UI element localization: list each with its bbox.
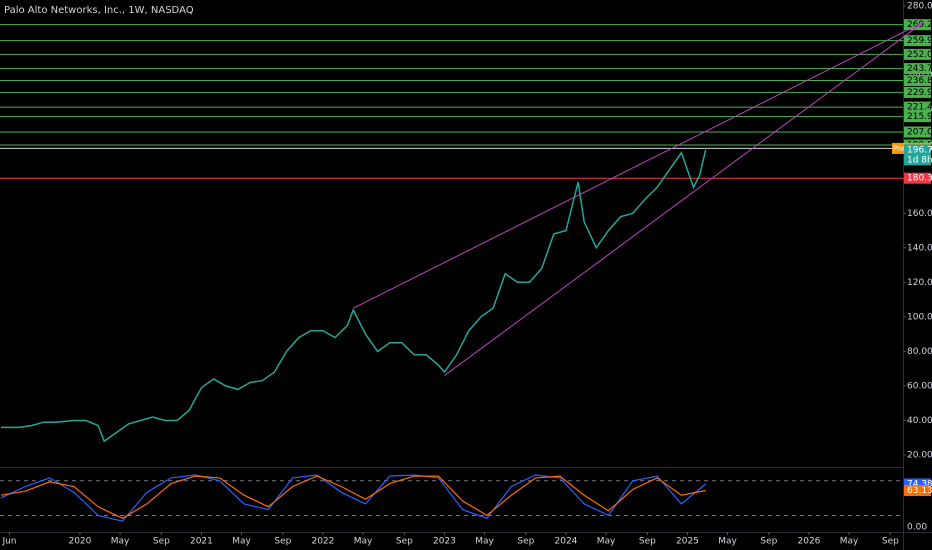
x-tick-label: May (354, 537, 373, 547)
x-tick-label: Sep (274, 537, 291, 547)
price-line (1, 149, 707, 443)
oscillator-last-label-box (904, 478, 931, 490)
x-tick-label: 2024 (555, 537, 578, 547)
pre-market-tag: Pre (893, 144, 904, 152)
y-tick-label: 140.00 (907, 243, 932, 253)
oscillator-last-label: 74.38 (907, 480, 932, 490)
level-label: 180.30 (907, 174, 932, 184)
y-tick-label: 160.00 (907, 209, 932, 219)
level-label-box (904, 101, 931, 113)
level-label: 236.86 (907, 76, 932, 86)
y-tick-label: 60.00 (907, 381, 932, 391)
oscillator-last-label: 63.13 (907, 486, 932, 496)
x-tick-label: Sep (517, 537, 534, 547)
y-tick-label: 40.00 (907, 416, 932, 426)
x-tick-label: Sep (396, 537, 413, 547)
x-tick-label: 2020 (68, 537, 91, 547)
level-label-box (904, 86, 931, 98)
y-tick-label: 20.00 (907, 450, 932, 460)
y-tick-label: 100.00 (907, 312, 932, 322)
pre-market-tag-box (892, 142, 904, 154)
x-tick-label: May (111, 537, 130, 547)
x-tick-label: Sep (760, 537, 777, 547)
last-price-label: 196.72 (907, 145, 932, 155)
last-price-box (904, 144, 931, 166)
level-label: 229.98 (907, 88, 932, 98)
level-label-box (904, 172, 931, 184)
x-tick-label: May (597, 537, 616, 547)
level-label-box (904, 35, 931, 47)
level-label: 221.49 (907, 103, 932, 113)
x-tick-label: May (840, 537, 859, 547)
x-tick-label: 2021 (190, 537, 213, 547)
x-tick-label: May (475, 537, 494, 547)
chart-title: Palo Alto Networks, Inc., 1W, NASDAQ (4, 5, 194, 16)
countdown-label: 1d 8h (907, 155, 932, 165)
level-label: 259.97 (907, 36, 932, 46)
x-tick-label: 2023 (433, 537, 456, 547)
x-tick-label: May (718, 537, 737, 547)
oscillator-last-label-box (904, 485, 931, 497)
level-label-box (904, 126, 931, 138)
x-tick-label: May (232, 537, 251, 547)
x-tick-label: Sep (153, 537, 170, 547)
level-label: 215.96 (907, 112, 932, 122)
level-label-box (904, 75, 931, 87)
x-tick-label: 2025 (676, 537, 699, 547)
trendline (353, 21, 925, 309)
level-label-box (904, 48, 931, 60)
trendline (444, 21, 925, 376)
level-label-box (904, 63, 931, 75)
y-tick-label: 280.00 (907, 2, 932, 12)
y-tick-label: 80.00 (907, 347, 932, 357)
level-label: 243.79 (907, 64, 932, 74)
x-tick-label: 2022 (311, 537, 334, 547)
x-tick-label: 2026 (798, 537, 821, 547)
x-tick-label: Sep (639, 537, 656, 547)
x-tick-label: Sep (882, 537, 899, 547)
y-tick-label: 120.00 (907, 278, 932, 288)
level-label: 252.01 (907, 50, 932, 60)
oscillator-tick-label: 0.00 (907, 523, 927, 533)
oscillator-line (0, 475, 706, 519)
level-label: 207.05 (907, 128, 932, 138)
x-tick-label: Jun (1, 537, 16, 547)
oscillator-line (0, 474, 707, 522)
level-label-box (904, 111, 931, 123)
